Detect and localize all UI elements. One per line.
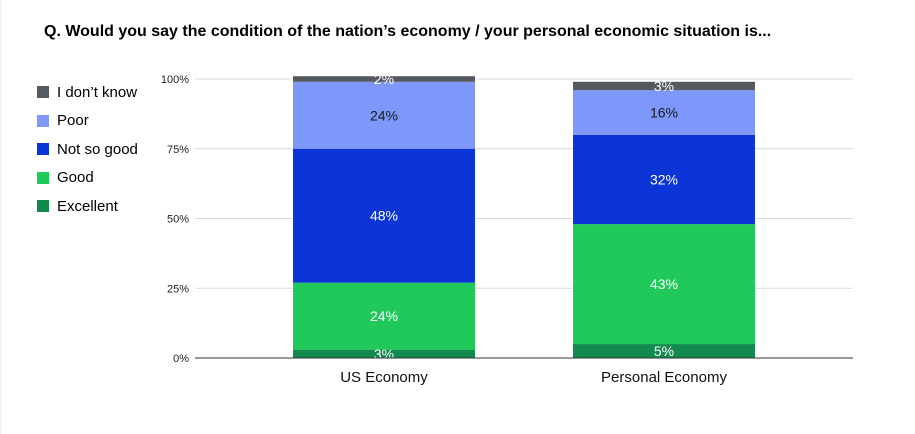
bar-segment bbox=[293, 349, 475, 358]
legend-label: Not so good bbox=[57, 140, 138, 158]
bar-segment bbox=[573, 344, 755, 358]
legend-swatch bbox=[37, 114, 49, 127]
x-tick-label: US Economy bbox=[340, 369, 428, 386]
data-label: 43% bbox=[650, 276, 678, 292]
legend-label: Good bbox=[57, 169, 94, 187]
y-tick-label: 100% bbox=[161, 74, 189, 86]
bar-segment bbox=[293, 81, 475, 149]
data-label: 16% bbox=[650, 104, 678, 120]
data-label: 48% bbox=[370, 208, 398, 224]
legend-swatch bbox=[37, 200, 49, 213]
bar-segment bbox=[573, 81, 755, 91]
legend-item: Not so good bbox=[37, 135, 157, 164]
left-edge-divider bbox=[0, 0, 2, 434]
chart-legend: I don’t know Poor Not so good Good Excellent bbox=[37, 78, 157, 221]
bar-segment bbox=[293, 282, 475, 350]
data-label: 5% bbox=[654, 343, 674, 359]
y-tick-label: 25% bbox=[167, 283, 189, 295]
bar-segment bbox=[293, 148, 475, 283]
bar-segment bbox=[573, 90, 755, 135]
y-tick-label: 0% bbox=[173, 353, 189, 365]
data-label: 2% bbox=[374, 71, 394, 87]
bar-segment bbox=[573, 134, 755, 225]
y-tick-label: 50% bbox=[167, 214, 189, 226]
legend-swatch bbox=[37, 86, 49, 99]
legend-swatch bbox=[37, 171, 49, 184]
bar-segment bbox=[573, 224, 755, 345]
y-tick-label: 75% bbox=[167, 144, 189, 156]
legend-item: Good bbox=[37, 164, 157, 193]
legend-item: I don’t know bbox=[37, 78, 157, 107]
data-label: 3% bbox=[654, 78, 674, 94]
legend-label: Excellent bbox=[57, 197, 118, 215]
data-label: 24% bbox=[370, 107, 398, 123]
legend-item: Excellent bbox=[37, 192, 157, 221]
data-label: 32% bbox=[650, 171, 678, 187]
legend-swatch bbox=[37, 143, 49, 156]
legend-label: I don’t know bbox=[57, 83, 138, 101]
legend-label: Poor bbox=[57, 112, 89, 130]
x-tick-label: Personal Economy bbox=[601, 369, 727, 386]
chart-title: Q. Would you say the condition of the na… bbox=[44, 23, 772, 40]
data-label: 24% bbox=[370, 308, 398, 324]
bar-segment bbox=[293, 76, 475, 82]
legend-item: Poor bbox=[37, 107, 157, 136]
